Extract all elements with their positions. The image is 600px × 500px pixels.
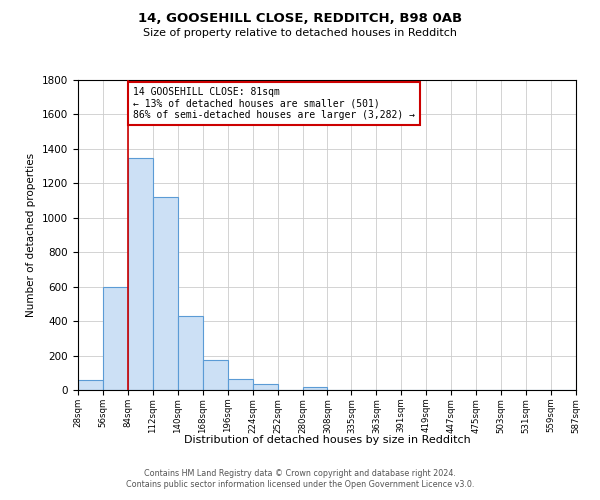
Bar (253, 384, 278, 390)
Text: 14 GOOSEHILL CLOSE: 81sqm
← 13% of detached houses are smaller (501)
86% of semi: 14 GOOSEHILL CLOSE: 81sqm ← 13% of detac… (133, 87, 415, 120)
Bar (203, 360, 227, 390)
Text: 14, GOOSEHILL CLOSE, REDDITCH, B98 0AB: 14, GOOSEHILL CLOSE, REDDITCH, B98 0AB (138, 12, 462, 26)
Bar (302, 388, 328, 390)
Bar (78, 380, 103, 390)
Text: Size of property relative to detached houses in Redditch: Size of property relative to detached ho… (143, 28, 457, 38)
Text: Contains HM Land Registry data © Crown copyright and database right 2024.: Contains HM Land Registry data © Crown c… (144, 468, 456, 477)
X-axis label: Distribution of detached houses by size in Redditch: Distribution of detached houses by size … (184, 436, 470, 446)
Bar (128, 158, 153, 390)
Text: Contains public sector information licensed under the Open Government Licence v3: Contains public sector information licen… (126, 480, 474, 489)
Bar (178, 316, 203, 390)
Bar (153, 197, 178, 390)
Bar (103, 286, 128, 390)
Bar (227, 379, 253, 390)
Y-axis label: Number of detached properties: Number of detached properties (26, 153, 37, 317)
